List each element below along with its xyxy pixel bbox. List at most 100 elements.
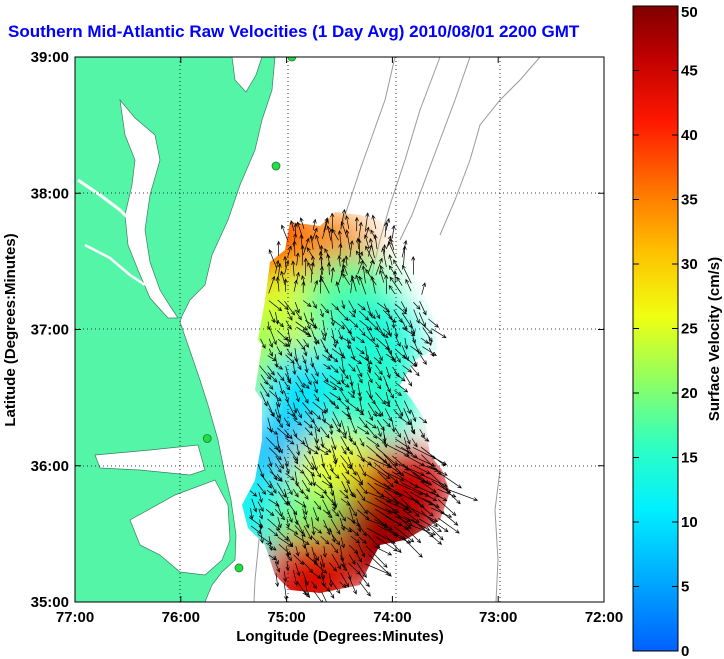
velocity-arrow bbox=[276, 240, 281, 256]
velocity-arrow bbox=[375, 497, 400, 513]
velocity-arrow bbox=[379, 265, 386, 276]
velocity-arrow bbox=[311, 546, 318, 564]
velocity-arrow bbox=[295, 381, 304, 394]
velocity-arrow bbox=[265, 542, 277, 551]
velocity-arrow bbox=[383, 329, 392, 336]
velocity-arrow bbox=[332, 411, 341, 428]
velocity-arrow bbox=[305, 519, 310, 529]
velocity-arrow bbox=[437, 488, 457, 498]
velocity-arrow bbox=[268, 527, 279, 537]
velocity-arrow bbox=[341, 472, 350, 485]
station-marker bbox=[271, 161, 281, 171]
velocity-arrow bbox=[419, 490, 438, 502]
colorbar-tick-label: 0 bbox=[681, 643, 689, 659]
velocity-arrow bbox=[438, 508, 459, 526]
velocity-arrow bbox=[312, 300, 317, 309]
velocity-arrow bbox=[293, 489, 299, 498]
velocity-arrow bbox=[366, 437, 380, 447]
velocity-arrow bbox=[260, 391, 268, 407]
velocity-arrow bbox=[356, 364, 363, 378]
velocity-arrow bbox=[368, 554, 392, 577]
velocity-arrow bbox=[275, 528, 289, 542]
velocity-arrow bbox=[350, 465, 357, 476]
velocity-arrow bbox=[313, 552, 319, 562]
velocity-arrow bbox=[348, 363, 356, 372]
velocity-arrow bbox=[355, 274, 360, 285]
velocity-arrow bbox=[348, 310, 356, 318]
velocity-arrow bbox=[428, 318, 440, 328]
velocity-arrow bbox=[356, 518, 362, 533]
velocity-arrow bbox=[340, 572, 350, 588]
velocity-arrow bbox=[293, 402, 298, 414]
velocity-arrow bbox=[338, 510, 347, 522]
velocity-arrow bbox=[314, 336, 320, 345]
velocity-arrow bbox=[348, 435, 357, 446]
velocity-arrow bbox=[277, 338, 289, 348]
velocity-arrow bbox=[366, 335, 380, 348]
velocity-arrow bbox=[347, 571, 352, 581]
velocity-arrow bbox=[295, 546, 300, 557]
velocity-arrow bbox=[267, 372, 278, 383]
velocity-arrow bbox=[341, 481, 348, 494]
velocity-arrow bbox=[359, 354, 373, 365]
velocity-arrow bbox=[374, 372, 383, 381]
velocity-arrow bbox=[292, 456, 299, 465]
velocity-arrow bbox=[411, 508, 439, 522]
velocity-arrow bbox=[357, 426, 370, 435]
velocity-arrow bbox=[340, 390, 349, 404]
y-tick-label: 38:00 bbox=[31, 185, 69, 202]
colorbar-tick-label: 20 bbox=[681, 385, 698, 402]
velocity-arrow bbox=[303, 473, 313, 487]
velocity-arrow bbox=[428, 347, 434, 357]
velocity-arrow bbox=[402, 365, 413, 373]
velocity-arrow bbox=[283, 571, 288, 583]
velocity-arrow bbox=[257, 534, 273, 545]
velocity-arrow bbox=[322, 509, 333, 519]
velocity-arrow bbox=[384, 274, 389, 294]
x-tick-label: 76:00 bbox=[162, 609, 200, 626]
velocity-arrow bbox=[328, 573, 333, 588]
velocity-arrow bbox=[287, 245, 292, 258]
velocity-arrow bbox=[394, 481, 424, 496]
velocity-arrow bbox=[393, 409, 403, 420]
velocity-arrow bbox=[292, 363, 297, 376]
velocity-arrow bbox=[303, 501, 308, 516]
velocity-arrow bbox=[312, 401, 327, 414]
velocity-arrow bbox=[356, 488, 366, 502]
velocity-arrow bbox=[312, 218, 317, 230]
velocity-arrow bbox=[257, 501, 264, 513]
velocity-arrow bbox=[338, 242, 343, 257]
velocity-arrow bbox=[276, 319, 284, 328]
velocity-arrow bbox=[295, 391, 300, 403]
velocity-arrow bbox=[375, 381, 382, 390]
velocity-arrow bbox=[284, 381, 291, 391]
velocity-arrow bbox=[280, 270, 286, 285]
velocity-arrow bbox=[341, 300, 346, 310]
velocity-arrow bbox=[361, 265, 366, 284]
velocity-arrow bbox=[330, 364, 339, 374]
velocity-arrow bbox=[311, 535, 320, 545]
velocity-arrow bbox=[311, 472, 316, 487]
velocity-arrow bbox=[332, 534, 341, 546]
velocity-arrow bbox=[310, 262, 315, 283]
velocity-arrow bbox=[330, 518, 341, 535]
velocity-arrow bbox=[358, 536, 367, 544]
velocity-arrow bbox=[285, 473, 295, 481]
velocity-arrow bbox=[385, 535, 402, 554]
velocity-arrow bbox=[329, 392, 342, 401]
velocity-arrow bbox=[413, 471, 430, 485]
velocity-arrow bbox=[303, 257, 308, 276]
velocity-arrow bbox=[364, 234, 370, 249]
velocity-arrow bbox=[304, 373, 312, 386]
velocity-arrow bbox=[303, 420, 314, 429]
velocity-arrow bbox=[331, 436, 337, 451]
velocity-arrow bbox=[404, 526, 422, 544]
velocity-arrow bbox=[388, 284, 396, 294]
york-river bbox=[84, 243, 146, 287]
velocity-arrow bbox=[383, 483, 400, 496]
velocity-arrow bbox=[276, 427, 290, 439]
velocity-arrow bbox=[296, 338, 306, 351]
velocity-arrow bbox=[266, 321, 271, 331]
velocity-arrow bbox=[303, 339, 309, 348]
velocity-arrow bbox=[269, 328, 277, 346]
